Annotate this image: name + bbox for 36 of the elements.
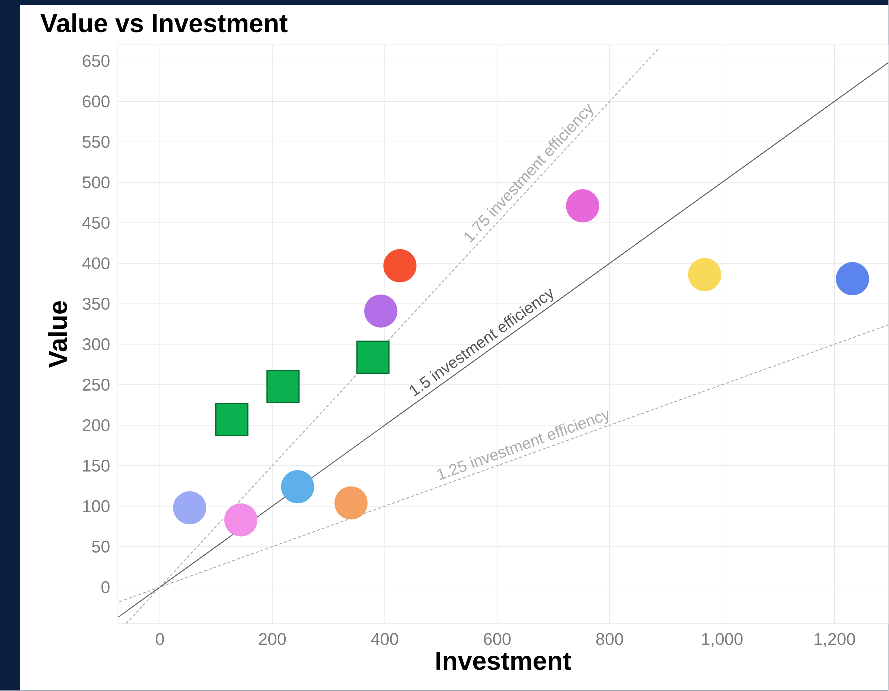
point (836, 262, 870, 296)
y-tick-label: 300 (82, 338, 110, 351)
point (281, 470, 314, 504)
chart-title: Value vs Investment (40, 14, 288, 33)
y-tick-label: 400 (82, 258, 110, 270)
point (356, 340, 390, 374)
x-axis-title: Investment (436, 652, 572, 670)
x-tick-label: 1,000 (702, 633, 743, 648)
point (215, 403, 249, 437)
point (224, 504, 258, 537)
y-tick-label: 250 (83, 379, 110, 392)
x-tick-label: 1,200 (814, 633, 856, 648)
y-tick-label: 550 (82, 136, 110, 148)
y-axis-title: Value (48, 302, 68, 368)
y-tick-label: 500 (82, 176, 110, 189)
point (566, 190, 600, 223)
x-tick-label: 0 (156, 633, 164, 646)
y-tick-label: 150 (83, 460, 110, 472)
x-tick-label: 800 (596, 633, 624, 646)
y-tick-label: 200 (83, 420, 110, 432)
y-tick-label: 0 (102, 581, 110, 594)
point (173, 492, 207, 525)
x-tick-label: 400 (371, 633, 398, 646)
point (384, 250, 417, 283)
point (266, 370, 300, 404)
y-tick-label: 650 (83, 55, 110, 68)
y-tick-label: 350 (82, 298, 110, 310)
point (364, 294, 398, 328)
y-tick-label: 600 (83, 96, 110, 108)
x-tick-label: 200 (259, 633, 286, 646)
point (688, 258, 722, 292)
y-tick-label: 50 (92, 541, 110, 553)
point (334, 486, 368, 520)
x-tick-label: 600 (484, 633, 511, 646)
y-tick-label: 450 (82, 217, 110, 230)
y-tick-label: 100 (83, 500, 110, 513)
